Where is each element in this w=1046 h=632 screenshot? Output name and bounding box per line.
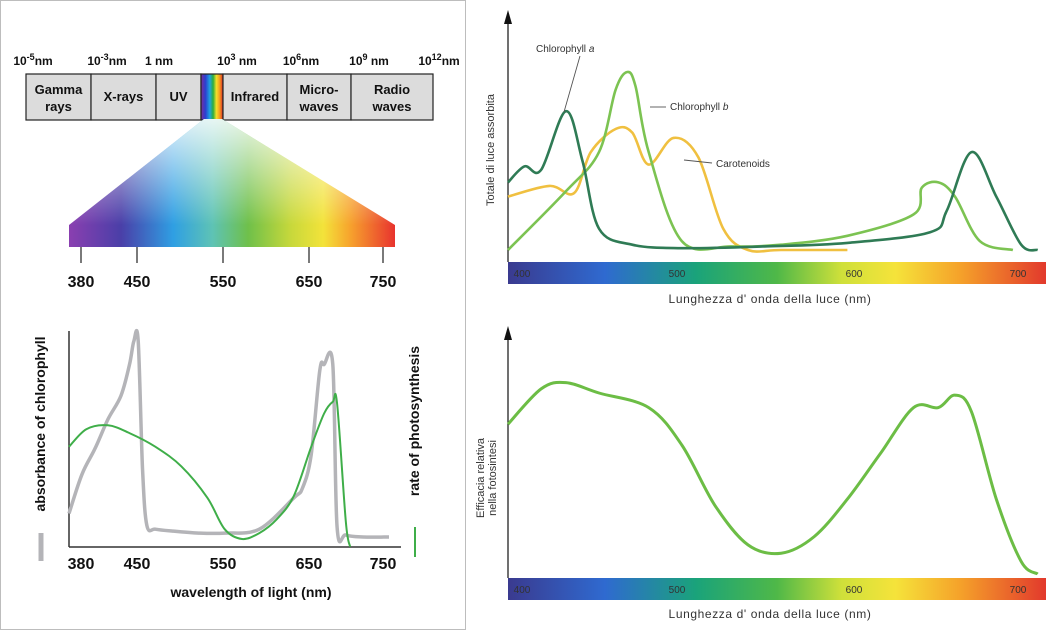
band-box xyxy=(350,73,434,121)
efficacy-line xyxy=(506,380,1039,576)
x-tick-label: 400 xyxy=(514,585,531,596)
absorbance-line xyxy=(67,328,390,544)
label-leader xyxy=(683,159,713,164)
band-label: X-rays xyxy=(104,89,144,104)
band-label: UV xyxy=(169,89,187,104)
x-tick-label: 500 xyxy=(669,269,686,280)
series-label-text: Carotenoids xyxy=(716,159,770,170)
x-tick-label: 600 xyxy=(846,585,863,596)
visible-tick-label: 450 xyxy=(124,274,151,291)
pigment-absorption-chart: 400 500 600 700 Lunghezza d' onda della luce… xyxy=(485,10,1046,306)
visible-spectrum-ticks: 380 450 550 650 750 xyxy=(68,247,397,291)
visible-tick-label: 550 xyxy=(210,274,237,291)
scale-unit: nm xyxy=(152,54,173,68)
scale-exponent: 12 xyxy=(432,52,442,62)
scale-exponent: 9 xyxy=(363,52,368,62)
scale-label: 103 nm xyxy=(217,52,257,68)
y-axis-label-line1: Efficacia relativa xyxy=(475,437,487,518)
scale-exponent: 3 xyxy=(231,52,236,62)
y-axis-label: Totale di luce assorbita xyxy=(485,93,497,206)
visible-tick-label: 750 xyxy=(370,274,397,291)
scale-label: 106nm xyxy=(283,52,319,68)
right-figure: 400 500 600 700 Lunghezza d' onda della luce… xyxy=(470,0,1046,632)
spectrum-strip xyxy=(508,578,1046,600)
label-leader xyxy=(563,55,581,113)
x-axis-label: wavelength of light (nm) xyxy=(170,584,332,600)
scale-base: 10 xyxy=(217,54,231,68)
band-label: waves xyxy=(371,99,411,114)
scale-exponent: -5 xyxy=(27,52,35,62)
scale-unit: nm xyxy=(442,54,460,68)
series-line-carotenoids xyxy=(507,125,848,253)
scale-label: 109 nm xyxy=(349,52,389,68)
scale-unit: nm xyxy=(236,54,257,68)
spectrum-strip xyxy=(508,262,1046,284)
x-tick-label: 450 xyxy=(124,556,151,573)
x-tick-label: 600 xyxy=(846,269,863,280)
x-tick-label: 650 xyxy=(296,556,323,573)
y2-axis-label: rate of photosynthesis xyxy=(406,346,422,496)
series-label: Chlorophyll b xyxy=(670,102,729,113)
scale-exponent: -3 xyxy=(101,52,109,62)
scale-label: 1 nm xyxy=(145,54,173,68)
band-label: Infrared xyxy=(231,89,279,104)
y-axis-label-line2: nella fotosintesi xyxy=(487,440,499,516)
spectrum-axis-bar: 400 500 600 700 xyxy=(508,262,1046,284)
scale-label: 10-5nm xyxy=(13,52,52,68)
electromagnetic-spectrum: 10-5nm 10-3nm 1 nm 103 nm 106nm 109 nm 1012nm … xyxy=(13,52,459,291)
band-label: Micro- xyxy=(300,82,339,97)
scale-base: 10 xyxy=(13,54,27,68)
scale-label: 10-3nm xyxy=(87,52,126,68)
y-axis-label: absorbance of chlorophyll xyxy=(32,336,48,511)
series-label: Chlorophyll a xyxy=(536,44,595,55)
series-label-italic: a xyxy=(589,44,595,55)
y-axis-arrow xyxy=(504,10,512,24)
scale-base: 10 xyxy=(283,54,297,68)
left-figure: 10-5nm 10-3nm 1 nm 103 nm 106nm 109 nm 1012nm … xyxy=(0,0,466,630)
series-label-text: Chlorophyll xyxy=(670,102,723,113)
rate-line xyxy=(68,392,352,548)
spectrum-scale-labels: 10-5nm 10-3nm 1 nm 103 nm 106nm 109 nm 1012nm xyxy=(13,52,459,68)
visible-tick-label: 650 xyxy=(296,274,323,291)
scale-base: 10 xyxy=(349,54,363,68)
band-box xyxy=(222,73,288,121)
scale-base: 1 xyxy=(145,54,152,68)
x-axis-label: Lunghezza d' onda della luce (nm) xyxy=(669,292,872,306)
visible-band xyxy=(200,73,224,121)
visible-spectrum-bar xyxy=(69,225,395,247)
y-axis-arrow xyxy=(504,326,512,340)
series-line-chlorophyll-a xyxy=(507,109,1039,252)
x-tick-label: 380 xyxy=(68,556,95,573)
x-tick-label: 550 xyxy=(210,556,237,573)
band-label: waves xyxy=(298,99,338,114)
band-label: rays xyxy=(45,99,72,114)
band-label: Radio xyxy=(374,82,410,97)
scale-base: 10 xyxy=(87,54,101,68)
visible-tick-label: 380 xyxy=(68,274,95,291)
series-label: Carotenoids xyxy=(716,159,770,170)
x-tick-label: 700 xyxy=(1010,585,1027,596)
scale-unit: nm xyxy=(301,54,319,68)
band-box xyxy=(25,73,92,121)
series-label-text: Chlorophyll xyxy=(536,44,589,55)
band-box xyxy=(286,73,352,121)
x-axis-label: Lunghezza d' onda della luce (nm) xyxy=(669,607,872,621)
spectrum-bands: Gamma rays X-rays UV Infrared Micro-waves Radi… xyxy=(25,73,434,121)
scale-unit: nm xyxy=(109,54,127,68)
spectrum-axis-bar: 400 500 600 700 xyxy=(508,578,1046,600)
x-tick-label: 500 xyxy=(669,585,686,596)
scale-unit: nm xyxy=(35,54,53,68)
scale-base: 10 xyxy=(418,54,432,68)
scale-unit: nm xyxy=(368,54,389,68)
band-label: Gamma xyxy=(35,82,83,97)
x-tick-label: 700 xyxy=(1010,269,1027,280)
band-box xyxy=(90,73,157,121)
x-tick-label: 400 xyxy=(514,269,531,280)
x-tick-label: 750 xyxy=(370,556,397,573)
scale-label: 1012nm xyxy=(418,52,459,68)
scale-exponent: 6 xyxy=(296,52,301,62)
visible-light-fan-fade xyxy=(69,119,395,225)
series-label-italic: b xyxy=(723,102,729,113)
